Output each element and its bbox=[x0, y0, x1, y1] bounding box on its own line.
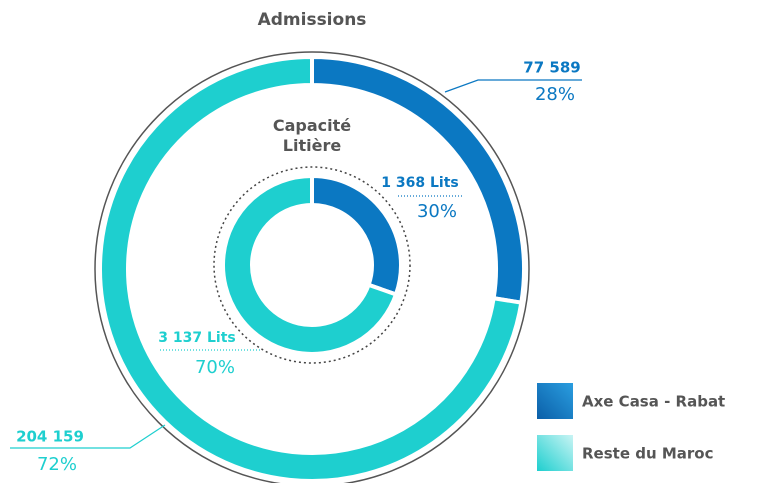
value-label: 1 368 Lits bbox=[381, 175, 458, 191]
legend-label: Axe Casa - Rabat bbox=[582, 393, 725, 411]
outline-ring bbox=[94, 51, 530, 483]
share-label: 70% bbox=[195, 357, 235, 378]
inner-title: Capacité Litière bbox=[272, 116, 352, 155]
leader-line bbox=[10, 424, 166, 449]
share-label: 28% bbox=[535, 84, 575, 105]
donut-slice bbox=[310, 173, 403, 297]
legend-swatch bbox=[537, 383, 573, 419]
value-label: 3 137 Lits bbox=[158, 330, 235, 346]
donut-slice bbox=[98, 54, 524, 483]
legend-label: Reste du Maroc bbox=[582, 445, 714, 463]
value-label: 204 159 bbox=[16, 428, 84, 446]
share-label: 30% bbox=[417, 201, 457, 222]
donut-slice bbox=[221, 173, 399, 356]
chart-title: Admissions bbox=[258, 10, 367, 30]
value-label: 77 589 bbox=[523, 59, 580, 77]
share-label: 72% bbox=[37, 454, 77, 475]
legend-swatch bbox=[537, 435, 573, 471]
leader-line bbox=[444, 79, 582, 93]
outline-ring bbox=[213, 166, 411, 364]
